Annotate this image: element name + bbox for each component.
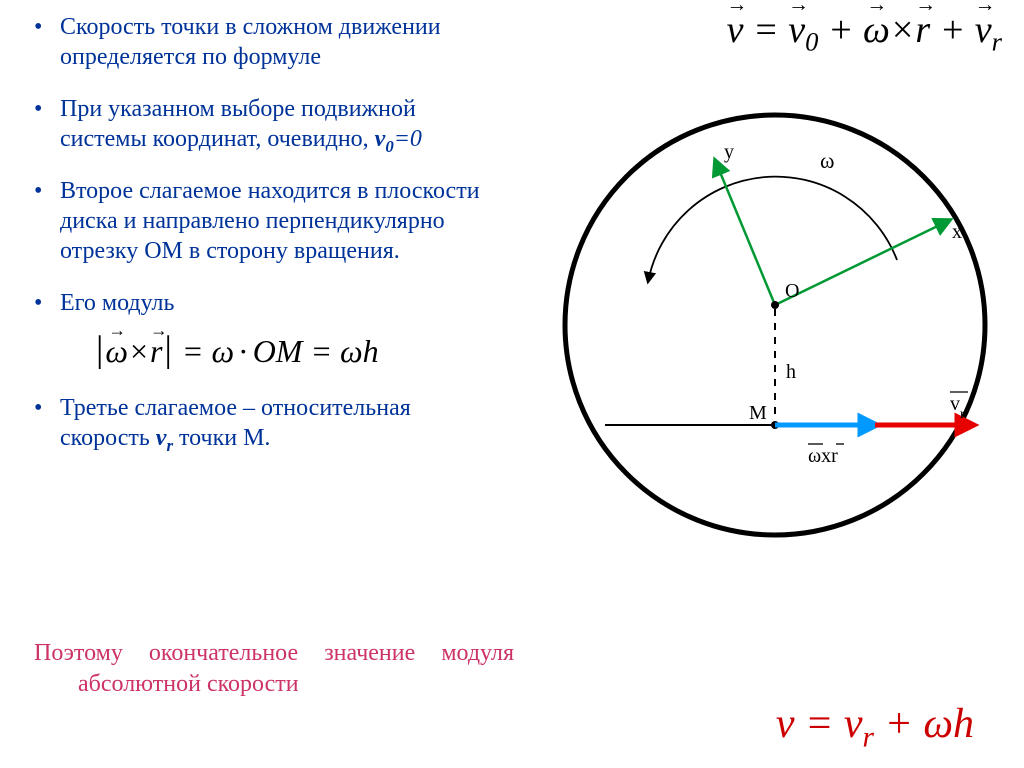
bullet-marker: • xyxy=(34,393,60,423)
sub-r: r xyxy=(992,27,1002,57)
plus-sign: + xyxy=(930,9,975,51)
bullet-2-v: v xyxy=(375,126,386,152)
dot-icon: · xyxy=(234,333,253,369)
vec-r: →r xyxy=(150,333,162,370)
eq-sign: = xyxy=(302,333,340,369)
label-omega-x-r: ωxr xyxy=(808,445,838,467)
bullet-marker: • xyxy=(34,176,60,206)
label-h: h xyxy=(786,361,796,383)
times-icon: × xyxy=(128,333,150,369)
x-axis xyxy=(775,220,950,305)
bullet-5-post: точки М. xyxy=(173,425,270,451)
y-axis-label: y xyxy=(724,141,734,163)
conclusion: Поэтому окончательное значение модуля аб… xyxy=(34,638,514,700)
text-column: • Скорость точки в сложном движении опре… xyxy=(34,12,504,475)
sym-omega: ω xyxy=(340,333,363,369)
label-M: M xyxy=(749,402,767,424)
bullet-text: Его модуль xyxy=(60,288,504,318)
bullet-text: Скорость точки в сложном движении опреде… xyxy=(60,12,504,72)
point-O xyxy=(771,301,779,309)
conclusion-line-1: Поэтому окончательное значение модуля xyxy=(34,638,514,669)
formula-mid: |→ω×→r| = ω·OM = ωh xyxy=(94,328,564,371)
sym-OM: OM xyxy=(253,333,303,369)
bullet-text: При указанном выборе подвижной системы к… xyxy=(60,94,504,154)
abs-bar-left: | xyxy=(94,328,105,369)
vec-r: →r xyxy=(915,8,930,52)
bullet-marker: • xyxy=(34,288,60,318)
eq-sign: = xyxy=(174,333,212,369)
sym-h: h xyxy=(363,333,379,369)
eq-sign: = xyxy=(795,701,844,747)
bullet-text: Третье слагаемое – относительная скорост… xyxy=(60,393,504,453)
equation-top: →v = →v0 + →ω×→r + →vr xyxy=(727,8,1002,52)
vec-v: →v xyxy=(727,8,744,52)
label-vr: vr xyxy=(950,393,965,422)
eq-sign: = xyxy=(744,9,789,51)
label-O: O xyxy=(785,280,799,302)
omega-label: ω xyxy=(820,148,834,173)
sym-vr: v xyxy=(844,701,863,747)
times-icon: × xyxy=(890,9,915,51)
bullet-1: • Скорость точки в сложном движении опре… xyxy=(34,12,504,72)
y-axis xyxy=(715,160,775,305)
vec-vr: →v xyxy=(975,8,992,52)
abs-bar-right: | xyxy=(162,328,173,369)
rotation-arc xyxy=(648,177,897,282)
bullet-marker: • xyxy=(34,12,60,42)
bullet-2-post: =0 xyxy=(394,126,422,152)
bullet-3: • Второе слагаемое находится в плоскости… xyxy=(34,176,504,266)
bullet-2-pre: При указанном выборе подвижной системы к… xyxy=(60,96,416,152)
bullet-5: • Третье слагаемое – относительная скоро… xyxy=(34,393,504,453)
sub-r: r xyxy=(863,721,874,753)
sym-v: v xyxy=(776,701,795,747)
sym-h: h xyxy=(953,701,974,747)
diagram: ω y x O h M ωxr vr xyxy=(540,90,1010,560)
sym-omega: ω xyxy=(211,333,234,369)
bullet-2: • При указанном выборе подвижной системы… xyxy=(34,94,504,154)
bullet-2-sub: 0 xyxy=(385,137,393,156)
bullet-text: Второе слагаемое находится в плоскости д… xyxy=(60,176,504,266)
equation-bottom: v = vr + ωh xyxy=(776,700,974,748)
vec-omega: →ω xyxy=(863,8,890,52)
x-axis-label: x xyxy=(952,221,962,243)
bullet-marker: • xyxy=(34,94,60,124)
sub-0: 0 xyxy=(805,27,818,57)
plus-sign: + xyxy=(874,701,923,747)
sym-omega: ω xyxy=(923,701,953,747)
bullet-4: • Его модуль xyxy=(34,288,504,318)
bullet-5-v: v xyxy=(156,425,167,451)
conclusion-line-2: абсолютной скорости xyxy=(34,669,514,700)
vec-v0: →v xyxy=(788,8,805,52)
vec-omega: →ω xyxy=(105,333,128,370)
plus-sign: + xyxy=(818,9,863,51)
page: • Скорость точки в сложном движении опре… xyxy=(0,0,1024,768)
